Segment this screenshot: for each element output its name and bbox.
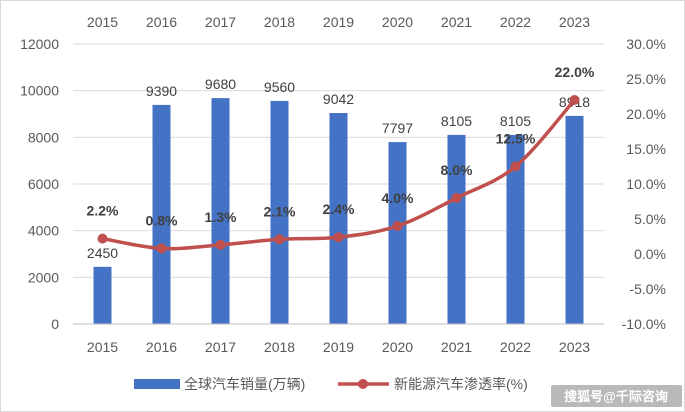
right-tick-label: 20.0% [626, 106, 666, 122]
rate-point [333, 232, 344, 243]
x-tick-label: 2023 [559, 339, 590, 355]
rate-point [392, 221, 403, 231]
top-tick-label: 2020 [382, 14, 413, 30]
bar-value-label: 9042 [323, 91, 354, 107]
right-tick-label: 30.0% [626, 36, 666, 52]
legend-bar-swatch [134, 379, 180, 389]
rate-point [97, 233, 108, 244]
bar [565, 115, 584, 324]
right-tick-label: 0.0% [634, 246, 666, 262]
rate-value-label: 2.2% [87, 203, 119, 219]
x-tick-label: 2015 [87, 339, 118, 355]
rate-point [156, 243, 167, 254]
watermark-text: 搜狐号@千际咨询 [564, 389, 668, 404]
rate-point [569, 95, 580, 105]
bar-value-label: 9680 [205, 76, 236, 92]
top-tick-label: 2015 [87, 14, 118, 30]
top-tick-label: 2016 [146, 14, 177, 30]
x-tick-label: 2019 [323, 339, 354, 355]
axes: 0 2000 4000 6000 8000 10000 12000 -10.0% -5.0% 0.… [20, 14, 666, 355]
rate-value-label: 4.0% [382, 190, 414, 206]
line-series: 2.2% 0.8% 1.3% 2.1% 2.4% 4.0% 8.0% 12.5% 22.0% [87, 64, 595, 254]
bar-value-label: 8105 [441, 113, 472, 129]
legend: 全球汽车销量(万辆) 新能源汽车渗透率(%) 搜狐号@千际咨询 [134, 376, 682, 407]
bar-series: 245093909680956090427797810581058918 [87, 76, 590, 325]
bar [388, 142, 407, 324]
top-tick-label: 2021 [441, 14, 472, 30]
rate-line [102, 98, 576, 251]
bar [447, 134, 466, 324]
rate-point [274, 234, 285, 245]
right-tick-label: 15.0% [626, 141, 666, 157]
bar [329, 113, 348, 325]
left-tick-label: 0 [51, 316, 59, 332]
top-tick-label: 2022 [500, 14, 531, 30]
top-tick-label: 2017 [205, 14, 236, 30]
right-tick-label: 10.0% [626, 176, 666, 192]
bar-value-label: 8105 [500, 113, 531, 129]
bar-value-label: 2450 [87, 245, 118, 261]
left-tick-label: 12000 [20, 36, 59, 52]
rate-value-label: 8.0% [441, 162, 473, 178]
top-tick-label: 2023 [559, 14, 590, 30]
legend-bar-label: 全球汽车销量(万辆) [184, 376, 305, 392]
legend-line-marker [358, 379, 368, 389]
left-tick-label: 4000 [28, 223, 59, 239]
rate-value-label: 22.0% [555, 64, 595, 80]
bar [152, 104, 171, 325]
x-tick-label: 2018 [264, 339, 295, 355]
rate-value-label: 2.4% [323, 201, 355, 217]
right-tick-label: -5.0% [629, 281, 666, 297]
left-tick-label: 8000 [28, 129, 59, 145]
bar [506, 134, 525, 324]
bar-value-label: 9390 [146, 83, 177, 99]
top-tick-label: 2019 [323, 14, 354, 30]
rate-point [215, 239, 226, 250]
rate-value-label: 1.3% [205, 209, 237, 225]
left-tick-label: 2000 [28, 269, 59, 285]
top-tick-label: 2018 [264, 14, 295, 30]
right-tick-label: 25.0% [626, 71, 666, 87]
bar [270, 100, 289, 324]
left-tick-label: 10000 [20, 83, 59, 99]
bar-value-label: 9560 [264, 79, 295, 95]
x-tick-label: 2016 [146, 339, 177, 355]
x-tick-label: 2020 [382, 339, 413, 355]
x-tick-label: 2022 [500, 339, 531, 355]
legend-line-label: 新能源汽车渗透率(%) [394, 376, 528, 392]
x-tick-label: 2021 [441, 339, 472, 355]
bar [211, 98, 230, 324]
rate-value-label: 12.5% [496, 131, 536, 147]
left-tick-label: 6000 [28, 176, 59, 192]
rate-value-label: 2.1% [264, 203, 296, 219]
right-tick-label: 5.0% [634, 211, 666, 227]
rate-value-label: 0.8% [146, 212, 178, 228]
rate-point [451, 193, 462, 203]
bar-value-label: 7797 [382, 120, 413, 136]
bar [93, 266, 112, 324]
watermark-backdrop [551, 385, 682, 407]
right-tick-label: -10.0% [622, 316, 666, 332]
x-tick-label: 2017 [205, 339, 236, 355]
rate-point [510, 161, 521, 172]
